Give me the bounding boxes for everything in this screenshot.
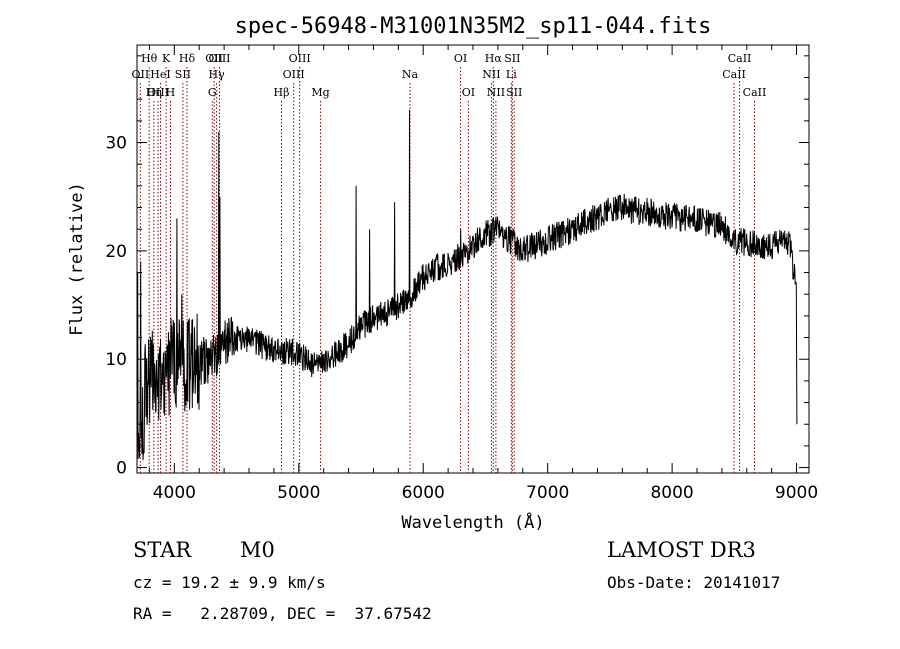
y-tick-label: 10 [105, 350, 127, 370]
line-marker-label: CaII [743, 86, 767, 99]
x-tick-label: 8000 [650, 483, 693, 503]
x-tick-label: 5000 [277, 483, 320, 503]
observation-date: Obs-Date: 20141017 [607, 573, 781, 592]
x-tick-label: 4000 [153, 483, 196, 503]
plot-frame [136, 44, 810, 474]
line-marker-label: NII [482, 68, 500, 81]
line-marker-label: OI [454, 52, 467, 65]
line-marker-label: OI [462, 86, 475, 99]
line-marker-label: Li [506, 68, 517, 81]
line-marker-label: SII [504, 52, 520, 65]
x-tick-label: 9000 [775, 483, 818, 503]
line-marker-label: Hη [146, 86, 162, 99]
line-marker-label: K [162, 52, 171, 65]
line-marker-label: Hγ [209, 68, 226, 81]
line-marker-label: OII [132, 68, 150, 81]
line-marker-label: G [208, 86, 217, 99]
y-tick-label: 0 [116, 459, 127, 479]
y-tick-label: 30 [105, 134, 127, 154]
line-marker-label: CaII [722, 68, 746, 81]
coordinates-readout: RA = 2.28709, DEC = 37.67542 [133, 604, 432, 623]
survey-name: LAMOST DR3 [607, 538, 756, 562]
line-marker-label: Hδ [179, 52, 196, 65]
x-tick-label: 7000 [526, 483, 569, 503]
line-marker-label: OIII [147, 86, 169, 99]
line-marker-label: Hα [485, 52, 503, 65]
object-subclass: M0 [240, 538, 275, 562]
spectrum-chart: spec-56948-M31001N35M2_sp11-044.fits Wave… [67, 14, 818, 533]
line-marker-label: NII [487, 86, 505, 99]
line-marker-label: Hβ [274, 86, 290, 99]
line-marker-label: Na [402, 68, 419, 81]
line-marker-label: SII [175, 68, 191, 81]
spectrum-line [136, 109, 798, 461]
line-marker-label: HeI [150, 68, 170, 81]
x-axis-label: Wavelength (Å) [401, 511, 544, 533]
line-marker-label: H [166, 86, 176, 99]
redshift-readout: cz = 19.2 ± 9.9 km/s [133, 573, 326, 592]
chart-title: spec-56948-M31001N35M2_sp11-044.fits [235, 14, 712, 39]
line-marker-label: CaII [728, 52, 752, 65]
y-tick-label: 20 [105, 242, 127, 262]
y-axis-label: Flux (relative) [67, 182, 87, 336]
line-marker-label: OIII [289, 52, 311, 65]
line-marker-label: OIII [208, 52, 230, 65]
object-class: STAR [133, 538, 192, 562]
line-marker-label: OIII [283, 68, 305, 81]
line-marker-label: SII [506, 86, 522, 99]
line-marker-label: Mg [311, 86, 329, 99]
line-marker-label: OII [205, 52, 223, 65]
x-tick-label: 6000 [402, 483, 445, 503]
line-marker-label: Hθ [141, 52, 158, 65]
